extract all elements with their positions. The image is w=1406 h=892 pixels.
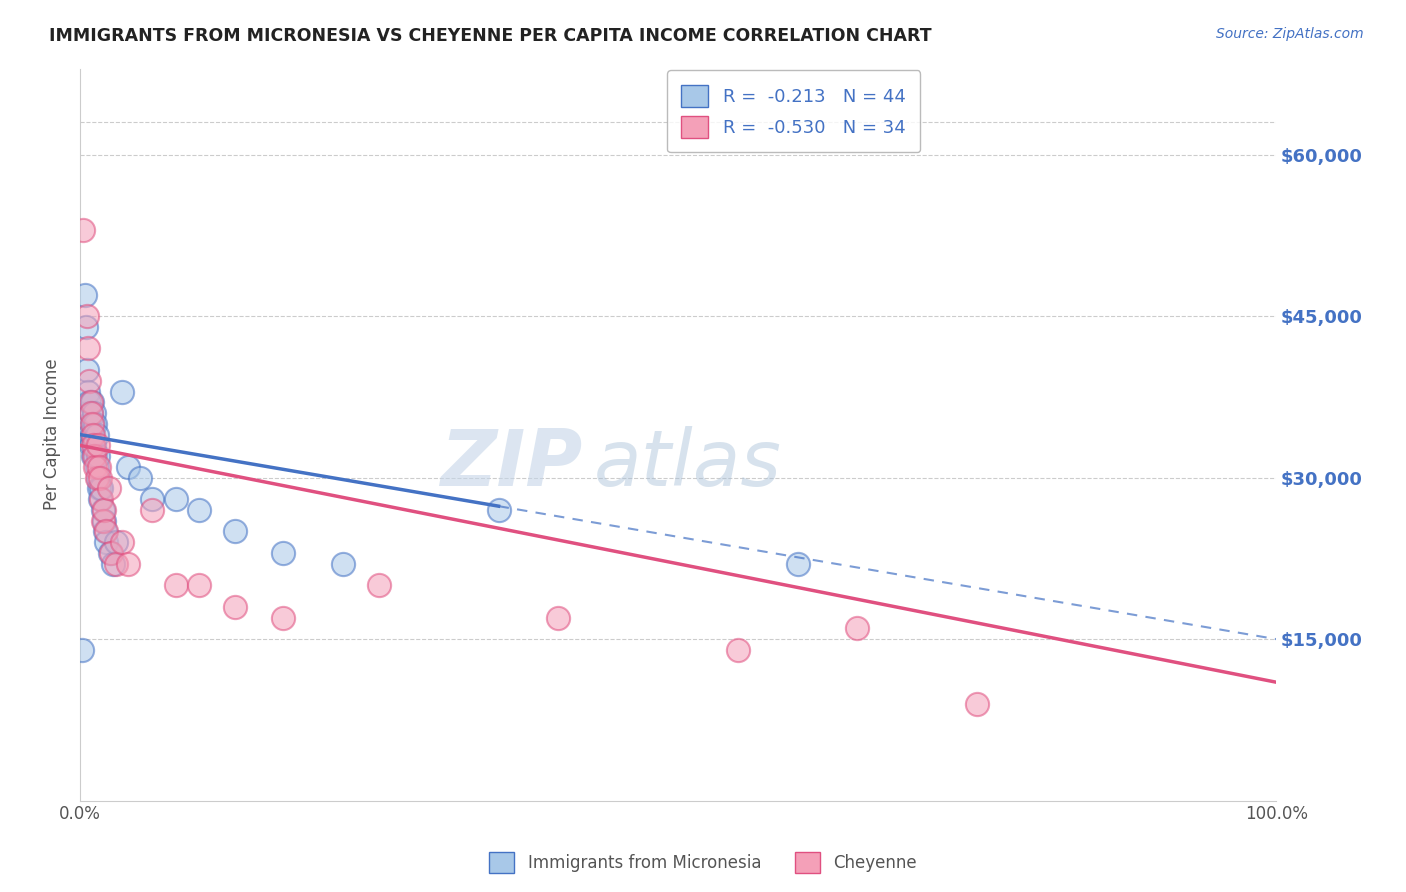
Point — [91, 514, 114, 528]
Legend: Immigrants from Micronesia, Cheyenne: Immigrants from Micronesia, Cheyenne — [482, 846, 924, 880]
Point — [83, 438, 105, 452]
Point — [966, 697, 988, 711]
Point — [80, 417, 103, 431]
Point — [271, 546, 294, 560]
Text: atlas: atlas — [595, 425, 782, 502]
Point — [79, 374, 101, 388]
Point — [77, 384, 100, 399]
Point — [98, 546, 121, 560]
Point — [488, 503, 510, 517]
Point — [82, 417, 104, 431]
Point — [87, 482, 110, 496]
Point — [87, 459, 110, 474]
Point — [188, 578, 211, 592]
Y-axis label: Per Capita Income: Per Capita Income — [44, 359, 60, 510]
Point — [79, 406, 101, 420]
Point — [79, 395, 101, 409]
Point — [111, 535, 134, 549]
Point — [89, 470, 111, 484]
Point — [141, 492, 163, 507]
Point — [111, 384, 134, 399]
Point — [90, 492, 112, 507]
Point — [786, 557, 808, 571]
Point — [96, 535, 118, 549]
Point — [141, 503, 163, 517]
Point — [224, 599, 246, 614]
Point — [76, 363, 98, 377]
Point — [84, 417, 107, 431]
Point — [89, 492, 111, 507]
Point — [79, 438, 101, 452]
Point — [103, 557, 125, 571]
Point — [84, 449, 107, 463]
Point — [72, 223, 94, 237]
Point — [79, 427, 101, 442]
Point — [72, 643, 94, 657]
Text: Source: ZipAtlas.com: Source: ZipAtlas.com — [1216, 27, 1364, 41]
Point — [727, 643, 749, 657]
Point — [83, 406, 105, 420]
Point — [80, 395, 103, 409]
Text: ZIP: ZIP — [440, 425, 582, 502]
Point — [75, 319, 97, 334]
Point — [87, 438, 110, 452]
Point — [165, 578, 187, 592]
Point — [94, 524, 117, 539]
Point — [86, 459, 108, 474]
Point — [86, 427, 108, 442]
Point — [87, 470, 110, 484]
Point — [128, 470, 150, 484]
Point — [76, 309, 98, 323]
Point — [332, 557, 354, 571]
Point — [104, 535, 127, 549]
Point — [100, 546, 122, 560]
Point — [77, 417, 100, 431]
Point — [79, 406, 101, 420]
Point — [224, 524, 246, 539]
Point — [79, 395, 101, 409]
Point — [93, 503, 115, 517]
Point — [165, 492, 187, 507]
Point — [82, 438, 104, 452]
Point — [84, 459, 107, 474]
Point — [90, 482, 112, 496]
Point — [271, 610, 294, 624]
Point — [117, 459, 139, 474]
Point — [80, 427, 103, 442]
Point — [82, 449, 104, 463]
Point — [96, 524, 118, 539]
Point — [93, 514, 115, 528]
Point — [86, 470, 108, 484]
Point — [91, 503, 114, 517]
Point — [97, 482, 120, 496]
Point — [77, 342, 100, 356]
Point — [73, 287, 96, 301]
Point — [846, 621, 869, 635]
Point — [368, 578, 391, 592]
Point — [547, 610, 569, 624]
Point — [83, 449, 105, 463]
Point — [82, 427, 104, 442]
Point — [188, 503, 211, 517]
Point — [117, 557, 139, 571]
Point — [87, 449, 110, 463]
Point — [76, 406, 98, 420]
Text: IMMIGRANTS FROM MICRONESIA VS CHEYENNE PER CAPITA INCOME CORRELATION CHART: IMMIGRANTS FROM MICRONESIA VS CHEYENNE P… — [49, 27, 932, 45]
Point — [104, 557, 127, 571]
Legend: R =  -0.213   N = 44, R =  -0.530   N = 34: R = -0.213 N = 44, R = -0.530 N = 34 — [666, 70, 920, 153]
